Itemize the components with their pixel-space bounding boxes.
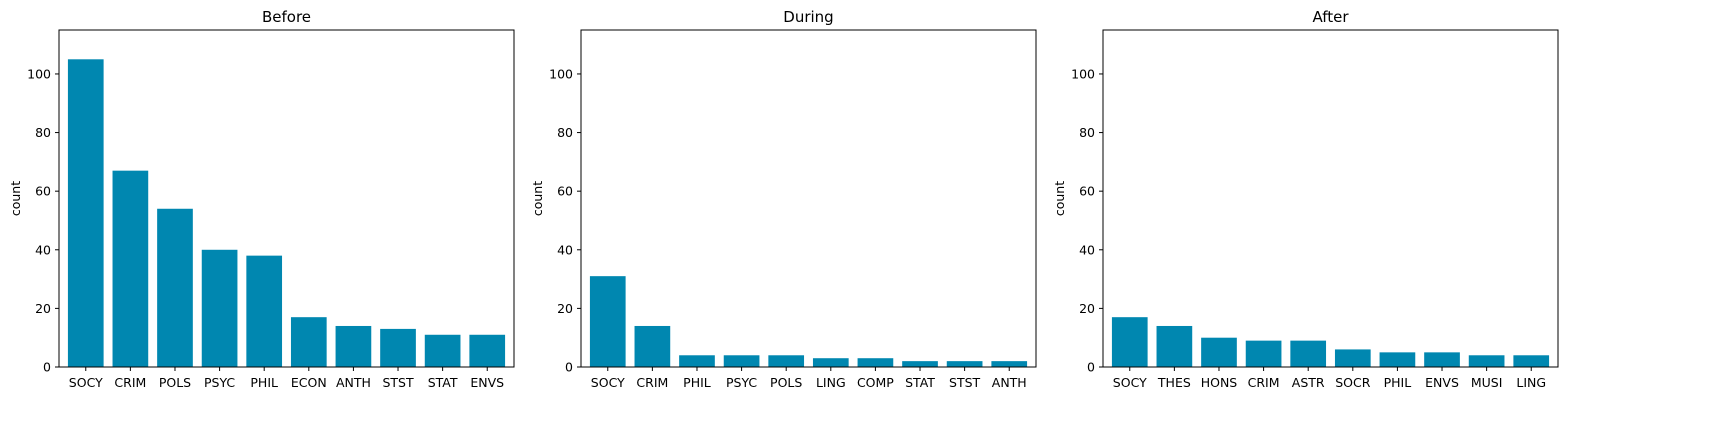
subplot-2: 0 20 40 60 80 100 SOCY CRIM PHIL PSYC POLS LING COMP…	[530, 8, 1037, 390]
x-tick-label-pols: POLS	[159, 375, 191, 390]
subplot-1: 0 20 40 60 80 100 SOCY CRIM POLS PSYC PHIL ECON ANTH…	[8, 8, 515, 390]
bar-anth	[991, 361, 1028, 367]
bar-crim	[634, 325, 671, 367]
bar-ling	[1513, 355, 1550, 367]
bar-socy	[67, 59, 104, 368]
x-tick-label-comp: COMP	[857, 375, 894, 390]
subplot-3: 0 20 40 60 80 100 SOCY THES HONS CRIM ASTR SOCR PHIL…	[1052, 8, 1559, 390]
x-tick-label-stst: STST	[382, 375, 414, 390]
bar-anth	[335, 325, 372, 367]
y-tick-label: 20	[557, 301, 573, 316]
x-tick-label-crim: CRIM	[114, 375, 146, 390]
x-tick-label-crim: CRIM	[1248, 375, 1280, 390]
x-tick-label-socy: SOCY	[69, 375, 103, 390]
x-tick-label-anth: ANTH	[992, 375, 1027, 390]
x-tick-label-stat: STAT	[905, 375, 935, 390]
x-tick-label-econ: ECON	[291, 375, 327, 390]
bar-musi	[1468, 355, 1505, 367]
bar-econ	[290, 317, 327, 367]
y-axis-label: count	[530, 181, 545, 216]
y-tick-label: 60	[35, 184, 51, 199]
bar-hons	[1201, 337, 1237, 367]
x-tick-label-stst: STST	[949, 375, 981, 390]
bar-astr	[1290, 340, 1327, 367]
bar-pols	[768, 355, 805, 367]
axes-frame	[58, 29, 515, 368]
bar-phil	[246, 255, 283, 367]
x-tick-label-envs: ENVS	[1425, 375, 1459, 390]
bar-envs	[469, 334, 506, 367]
bar-stst	[380, 328, 416, 367]
x-tick-label-ling: LING	[816, 375, 846, 390]
x-tick-label-astr: ASTR	[1292, 375, 1325, 390]
x-tick-label-pols: POLS	[770, 375, 802, 390]
bar-psyc	[723, 355, 760, 367]
y-tick-label: 40	[1079, 242, 1095, 257]
x-tick-label-psyc: PSYC	[726, 375, 757, 390]
y-tick-label: 100	[27, 66, 51, 81]
y-tick-label: 20	[1079, 301, 1095, 316]
y-tick-label: 80	[1079, 125, 1095, 140]
y-tick-label: 80	[35, 125, 51, 140]
bar-socr	[1334, 349, 1371, 367]
y-axis-label: count	[1052, 181, 1067, 216]
x-tick-label-psyc: PSYC	[204, 375, 235, 390]
y-tick-label: 0	[43, 360, 51, 375]
x-tick-label-phil: PHIL	[1384, 375, 1412, 390]
x-tick-label-ling: LING	[1516, 375, 1546, 390]
y-tick-label: 80	[557, 125, 573, 140]
bar-crim	[1245, 340, 1282, 367]
x-tick-label-envs: ENVS	[470, 375, 504, 390]
y-tick-label: 100	[549, 66, 573, 81]
y-tick-label: 20	[35, 301, 51, 316]
x-tick-label-socy: SOCY	[591, 375, 625, 390]
y-axis-label: count	[8, 181, 23, 216]
bar-comp	[857, 358, 894, 367]
x-tick-label-phil: PHIL	[250, 375, 278, 390]
chart-title: After	[1312, 8, 1349, 26]
x-tick-label-hons: HONS	[1201, 375, 1238, 390]
y-tick-label: 60	[1079, 184, 1095, 199]
bar-socy	[589, 276, 626, 367]
x-tick-label-musi: MUSI	[1471, 375, 1503, 390]
y-tick-label: 0	[1087, 360, 1095, 375]
bar-thes	[1156, 325, 1193, 367]
x-tick-label-socy: SOCY	[1113, 375, 1147, 390]
bar-stat	[424, 334, 461, 367]
chart-title: During	[783, 8, 833, 26]
bar-ling	[812, 358, 849, 367]
x-tick-label-thes: THES	[1157, 375, 1191, 390]
chart-title: Before	[262, 8, 311, 26]
x-tick-label-stat: STAT	[428, 375, 458, 390]
bar-pols	[157, 208, 193, 367]
x-tick-label-phil: PHIL	[683, 375, 711, 390]
bar-crim	[112, 170, 149, 367]
y-tick-label: 0	[565, 360, 573, 375]
axes-frame	[1102, 29, 1559, 368]
bar-stst	[946, 361, 983, 367]
bar-phil	[679, 355, 715, 367]
bar-psyc	[201, 249, 238, 367]
bar-envs	[1424, 352, 1460, 367]
bar-stat	[902, 361, 938, 367]
x-tick-label-anth: ANTH	[336, 375, 371, 390]
bar-socy	[1111, 317, 1148, 367]
bar-phil	[1379, 352, 1416, 367]
x-tick-label-socr: SOCR	[1335, 375, 1371, 390]
y-tick-label: 40	[557, 242, 573, 257]
x-tick-label-crim: CRIM	[636, 375, 668, 390]
y-tick-label: 40	[35, 242, 51, 257]
axes-frame	[580, 29, 1037, 368]
y-tick-label: 100	[1071, 66, 1095, 81]
y-tick-label: 60	[557, 184, 573, 199]
